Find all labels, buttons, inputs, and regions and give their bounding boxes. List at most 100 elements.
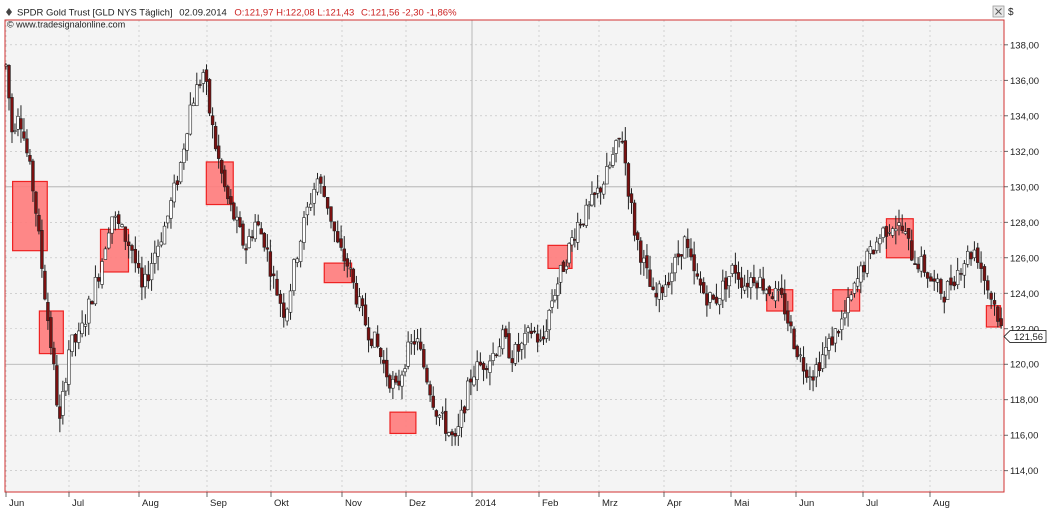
- candle-body: [913, 263, 917, 265]
- candle-body: [808, 376, 812, 378]
- y-tick-label: 118,00: [1010, 395, 1038, 406]
- candle-body: [213, 126, 218, 150]
- candle-body: [935, 278, 940, 283]
- candle-body: [162, 225, 167, 245]
- candle-body: [689, 248, 693, 258]
- candle-body: [595, 187, 600, 194]
- candle-body: [437, 414, 442, 418]
- candle-body: [767, 286, 772, 295]
- candle-body: [67, 349, 71, 385]
- candle-body: [598, 187, 603, 193]
- candle-body: [223, 169, 227, 188]
- candle-body: [391, 379, 395, 389]
- candle-body: [504, 328, 508, 338]
- y-tick-label: 128,00: [1010, 218, 1039, 229]
- candle-body: [587, 204, 591, 207]
- candle-body: [363, 304, 368, 326]
- candle-body: [817, 362, 822, 372]
- candle-body: [890, 228, 895, 236]
- candle-body: [789, 321, 793, 327]
- candle-body: [466, 380, 470, 410]
- candle-body: [262, 232, 266, 248]
- candle-body: [724, 277, 728, 290]
- candle-body: [394, 375, 398, 383]
- candle-body: [752, 277, 756, 284]
- candle-body: [216, 145, 221, 159]
- candle-body: [73, 334, 78, 343]
- diamond-icon: [6, 8, 12, 16]
- candle-body: [945, 281, 950, 300]
- y-tick-label: 138,00: [1010, 40, 1039, 51]
- candle-body: [986, 280, 990, 291]
- candle-body: [418, 341, 423, 350]
- candle-body: [397, 380, 401, 386]
- candle-body: [811, 376, 815, 381]
- candle-body: [925, 272, 930, 279]
- candle-body: [90, 301, 94, 305]
- candle-body: [979, 262, 983, 269]
- candle-body: [929, 276, 933, 282]
- candle-body: [70, 334, 74, 352]
- candle-body: [156, 245, 160, 257]
- x-tick-label: 2014: [475, 498, 496, 509]
- candle-body: [315, 178, 320, 193]
- candle-body: [862, 264, 866, 273]
- candle-body: [325, 197, 330, 209]
- candle-body: [459, 409, 464, 428]
- svg-text:SPDR Gold Trust [GLD NYS Tägl: SPDR Gold Trust [GLD NYS Täglich] 02.09.…: [17, 8, 457, 19]
- candle-body: [259, 228, 263, 235]
- candle-body: [375, 333, 380, 347]
- candle-body: [897, 222, 901, 226]
- candle-body: [942, 296, 946, 303]
- candle-body: [801, 357, 806, 372]
- x-tick-label: Mrz: [602, 498, 618, 509]
- candle-body: [955, 270, 960, 286]
- candle-body: [7, 65, 11, 99]
- candle-body: [989, 292, 993, 300]
- candle-body: [288, 290, 293, 313]
- candle-body: [761, 278, 765, 291]
- candle-body: [481, 363, 486, 370]
- candle-body: [833, 328, 838, 344]
- candle-body: [136, 262, 141, 269]
- maximize-icon[interactable]: [992, 5, 1005, 18]
- candle-body: [620, 140, 624, 143]
- candle-body: [682, 236, 687, 259]
- candle-body: [475, 361, 479, 380]
- candle-body: [623, 140, 628, 164]
- candle-body: [556, 283, 560, 296]
- candle-body: [295, 258, 299, 263]
- candle-body: [130, 245, 134, 251]
- candle-body: [10, 97, 14, 133]
- candle-body: [698, 278, 703, 286]
- candle-body: [770, 296, 775, 299]
- candle-body: [836, 331, 841, 334]
- candle-body: [133, 248, 138, 264]
- candles: [4, 63, 1003, 447]
- header-date: 02.09.2014: [179, 8, 227, 19]
- candle-body: [887, 231, 892, 234]
- candle-body: [824, 347, 828, 356]
- candle-body: [564, 265, 569, 270]
- candle-body: [884, 226, 888, 237]
- candle-body: [538, 338, 543, 341]
- candle-body: [478, 361, 483, 366]
- candle-body: [544, 330, 549, 339]
- candle-body: [19, 118, 23, 130]
- candle-body: [351, 268, 356, 283]
- candle-body: [107, 232, 111, 249]
- candle-body: [648, 269, 652, 287]
- candle-body: [992, 300, 997, 305]
- x-tick-label: Aug: [142, 498, 159, 509]
- y-tick-label: 116,00: [1010, 431, 1038, 442]
- x-tick-label: Okt: [274, 498, 289, 509]
- candle-body: [663, 284, 668, 297]
- candle-body: [871, 249, 876, 255]
- candle-body: [906, 228, 911, 239]
- candle-body: [939, 279, 943, 294]
- candle-body: [602, 183, 606, 195]
- candle-body: [191, 102, 196, 106]
- candle-body: [721, 280, 725, 301]
- candle-body: [711, 294, 715, 300]
